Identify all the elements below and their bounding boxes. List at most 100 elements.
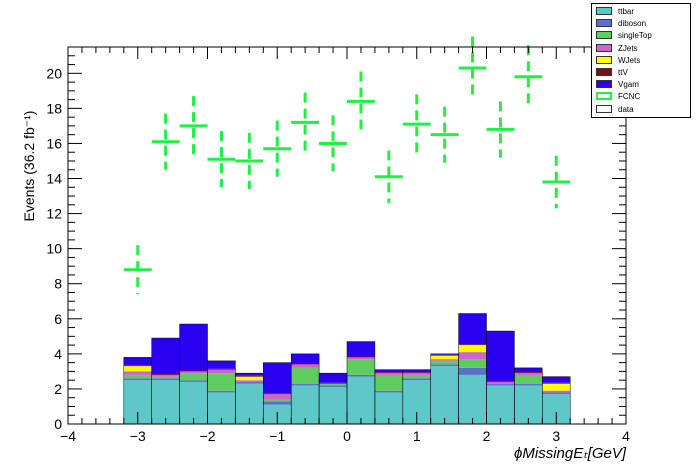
legend-swatch (596, 31, 612, 40)
legend: ttbar diboson singleTop ZJets WJets ttV Vgam FC… (591, 3, 691, 118)
legend-label: ZJets (618, 43, 638, 53)
bar-ZJets (374, 373, 403, 375)
x-tick-label: −2 (200, 428, 216, 444)
bar-ttV (458, 344, 487, 346)
bar-Vgam (179, 324, 208, 371)
bar-Vgam (430, 353, 459, 355)
legend-label: ttV (618, 68, 628, 77)
bar-Vgam (151, 338, 180, 375)
y-tick-label: 10 (46, 241, 62, 257)
bar-diboson (514, 383, 543, 386)
bar-diboson (151, 378, 180, 381)
bar-diboson (263, 401, 292, 405)
bar-ttV (123, 365, 152, 367)
bar-singleTop (179, 373, 208, 381)
bar-singleTop (263, 399, 292, 402)
legend-label: singleTop (618, 31, 652, 41)
y-tick-label: 6 (54, 311, 62, 327)
bar-ttbar (151, 380, 180, 424)
y-tick-label: 8 (54, 276, 62, 292)
bar-ttbar (179, 381, 208, 424)
bar-ttV (291, 363, 320, 365)
bar-ZJets (486, 381, 515, 384)
bar-singleTop (374, 374, 403, 391)
bar-ttbar (319, 387, 347, 424)
bar-Vgam (374, 369, 403, 373)
bar-singleTop (458, 359, 487, 368)
legend-label: WJets (618, 55, 641, 65)
bar-diboson (486, 383, 515, 386)
bar-ZJets (514, 373, 543, 375)
bar-diboson (347, 374, 375, 377)
x-tick-label: 3 (552, 428, 560, 444)
bar-singleTop (319, 383, 347, 386)
bar-Vgam (263, 362, 292, 394)
bar-ttV (514, 372, 543, 374)
bar-Vgam (402, 369, 431, 373)
bar-singleTop (123, 374, 152, 379)
legend-label: FCNC (618, 92, 641, 102)
bar-singleTop (207, 373, 236, 391)
bar-Vgam (123, 357, 152, 366)
legend-label: data (618, 104, 634, 114)
bar-ttV (402, 372, 431, 374)
legend-swatch (596, 80, 612, 89)
bar-ZJets (179, 371, 208, 374)
bar-singleTop (347, 359, 375, 375)
bar-diboson (207, 390, 236, 393)
legend-swatch (596, 19, 612, 28)
bar-WJets (542, 383, 571, 391)
bar-ttV (542, 382, 571, 384)
bar-ttV (486, 381, 515, 382)
bar-Vgam (291, 353, 320, 364)
bar-WJets (235, 376, 264, 381)
bar-diboson (235, 381, 264, 384)
legend-swatch (596, 104, 612, 113)
bar-diboson (123, 378, 152, 381)
y-tick-label: 4 (54, 346, 62, 362)
x-tick-label: 2 (483, 428, 491, 444)
bar-ZJets (542, 390, 571, 393)
x-tick-label: 1 (413, 428, 421, 444)
x-axis-label: ϕMissingEₜ[GeV] (514, 445, 627, 462)
legend-label: ttbar (618, 7, 635, 16)
bar-ttbar (514, 385, 543, 424)
bar-singleTop (291, 367, 320, 384)
bar-diboson (402, 378, 431, 381)
bar-ttbar (235, 383, 264, 424)
bar-ttbar (291, 385, 320, 424)
bar-ZJets (458, 352, 487, 360)
bar-Vgam (207, 360, 236, 369)
bar-Vgam (542, 376, 571, 383)
legend-swatch (596, 92, 612, 101)
bar-Vgam (235, 373, 264, 376)
bar-ZJets (235, 380, 264, 382)
bar-ttV (347, 356, 375, 358)
bar-ZJets (430, 359, 459, 361)
bar-ttV (374, 372, 403, 374)
y-axis-label: Events (36.2 fb⁻¹) (21, 111, 37, 222)
bar-ttV (151, 374, 180, 375)
legend-swatch (596, 55, 612, 64)
legend-label: Vgam (618, 80, 639, 90)
bar-ttbar (347, 376, 375, 424)
x-tick-label: −3 (130, 428, 146, 444)
bar-ZJets (123, 371, 152, 375)
legend-swatch (596, 43, 612, 52)
bar-Vgam (347, 341, 375, 357)
bar-ZJets (402, 373, 431, 375)
bar-Vgam (319, 373, 347, 383)
legend-swatch (596, 7, 612, 15)
y-tick-label: 16 (46, 135, 62, 151)
y-tick-label: 12 (46, 206, 62, 222)
stacked-bars (123, 313, 571, 425)
bar-WJets (123, 366, 152, 372)
bar-ZJets (207, 369, 236, 374)
x-tick-label: −4 (60, 428, 76, 444)
bar-ttV (263, 393, 292, 395)
bar-Vgam (514, 367, 543, 373)
bar-diboson (179, 380, 208, 382)
bar-ZJets (263, 394, 292, 400)
